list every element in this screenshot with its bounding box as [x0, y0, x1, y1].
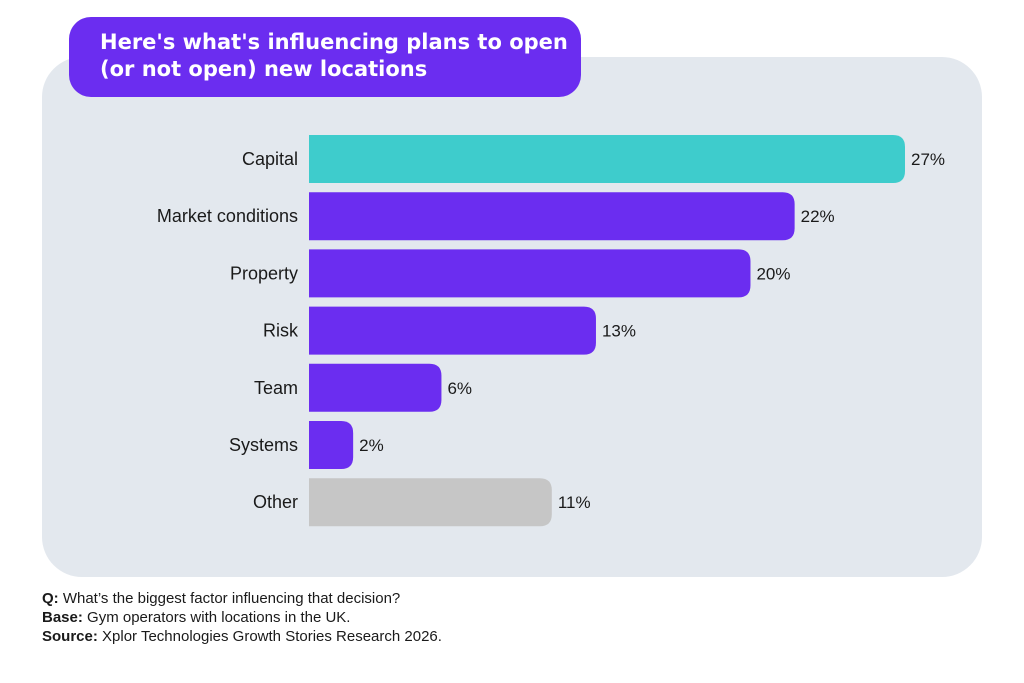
footnote-source: Source: Xplor Technologies Growth Storie…	[42, 627, 842, 646]
value-label-risk: 13%	[602, 322, 636, 341]
footnote-question-text: What’s the biggest factor influencing th…	[62, 590, 401, 607]
chart-title-line-1: Here's what's influencing plans to open	[100, 30, 568, 54]
category-label-market-conditions: Market conditions	[157, 206, 298, 226]
value-label-systems: 2%	[359, 436, 384, 455]
bar-systems	[309, 421, 354, 469]
category-label-team: Team	[254, 378, 298, 398]
category-label-capital: Capital	[242, 149, 298, 169]
value-label-team: 6%	[447, 379, 472, 398]
footnote-source-text: Xplor Technologies Growth Stories Resear…	[102, 628, 442, 645]
category-label-other: Other	[253, 492, 298, 512]
bar-team	[309, 363, 442, 412]
value-label-other: 11%	[558, 493, 591, 512]
bar-property	[309, 249, 751, 298]
footnote-question-label: Q:	[42, 590, 59, 607]
value-label-property: 20%	[756, 264, 790, 283]
footnote-base: Base: Gym operators with locations in th…	[42, 608, 842, 627]
bar-risk	[309, 306, 596, 355]
footnote-base-text: Gym operators with locations in the UK.	[87, 609, 351, 626]
bar-market-conditions	[309, 192, 795, 241]
category-label-risk: Risk	[263, 321, 299, 341]
footnote-base-label: Base:	[42, 609, 83, 626]
footnotes: Q: What’s the biggest factor influencing…	[42, 589, 842, 646]
category-label-systems: Systems	[229, 435, 298, 455]
bar-capital	[309, 135, 905, 183]
value-label-capital: 27%	[911, 150, 945, 169]
category-label-property: Property	[230, 263, 298, 283]
bar-other	[309, 478, 552, 527]
value-label-market-conditions: 22%	[801, 207, 835, 226]
footnote-source-label: Source:	[42, 628, 98, 645]
chart-title-line-2: (or not open) new locations	[100, 57, 428, 81]
footnote-question: Q: What’s the biggest factor influencing…	[42, 589, 842, 608]
chart-title: Here's what's influencing plans to open …	[69, 17, 581, 97]
